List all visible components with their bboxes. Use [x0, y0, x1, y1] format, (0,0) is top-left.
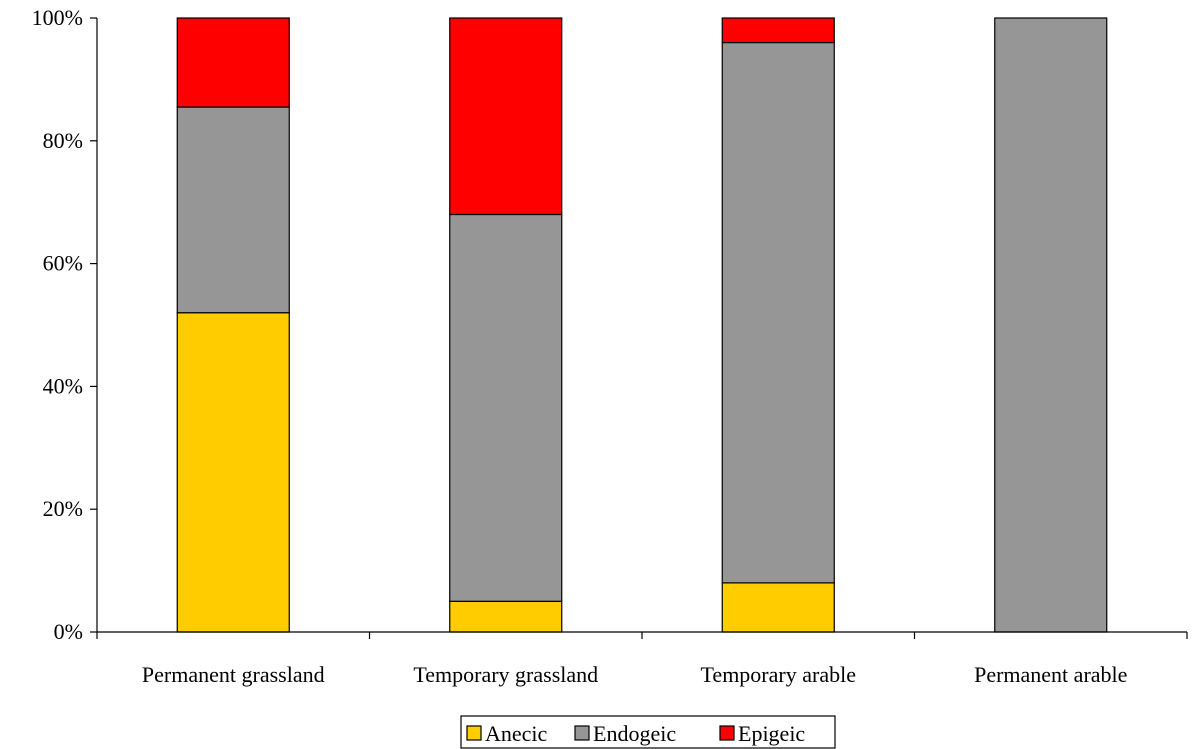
legend-swatch-anecic [466, 725, 482, 741]
bar-epigeic-2 [721, 17, 835, 44]
bar-endogeic-1 [449, 213, 563, 602]
legend-label-anecic: Anecic [485, 721, 548, 746]
legend: Anecic Endogeic Epigeic [460, 715, 836, 749]
bar-anecic-2 [721, 582, 835, 633]
y-tick-label: 80% [43, 128, 83, 153]
y-tick-label: 40% [43, 373, 83, 398]
bar-epigeic-1 [449, 17, 563, 216]
legend-box [460, 715, 836, 749]
x-category-label: Permanent grassland [142, 662, 325, 687]
bar-endogeic-2 [721, 41, 835, 584]
bar-anecic-0 [176, 312, 290, 633]
bar-epigeic-0 [176, 17, 290, 108]
x-category-label: Temporary arable [701, 662, 856, 687]
bar-anecic-1 [449, 600, 563, 633]
axes-layer: 0% 20% 40% 60% 80% 100% Permanent grassland Tem… [32, 5, 1188, 687]
y-tick-label: 60% [43, 251, 83, 276]
legend-swatch-epigeic [719, 725, 735, 741]
x-category-label: Permanent arable [974, 662, 1127, 687]
y-tick-label: 0% [54, 619, 83, 644]
bars-layer [176, 17, 1108, 633]
bar-endogeic-3 [994, 17, 1108, 633]
bar-endogeic-0 [176, 106, 290, 314]
legend-swatch-endogeic [574, 725, 590, 741]
legend-label-endogeic: Endogeic [593, 721, 676, 746]
y-tick-label: 100% [32, 5, 83, 30]
legend-label-epigeic: Epigeic [738, 721, 805, 746]
y-tick-label: 20% [43, 496, 83, 521]
x-category-label: Temporary grassland [413, 662, 598, 687]
